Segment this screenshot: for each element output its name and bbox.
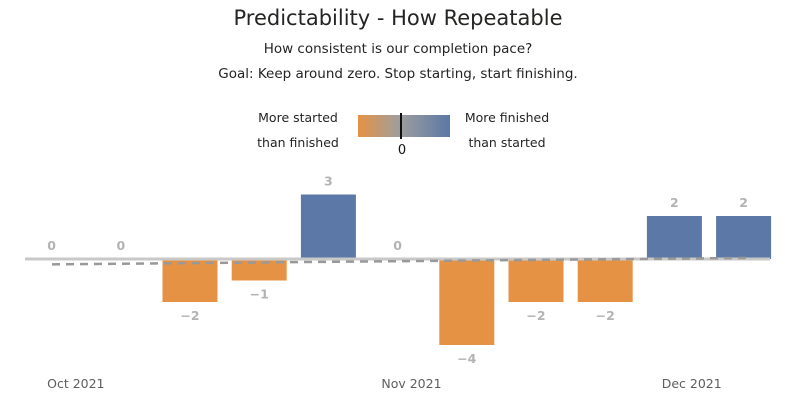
trend-line <box>51 256 753 266</box>
data-label: 0 <box>393 238 402 253</box>
legend-zero-label: 0 <box>397 143 407 158</box>
data-label: 0 <box>47 238 56 253</box>
x-tick-label: Dec 2021 <box>662 376 722 391</box>
bar <box>231 259 287 281</box>
legend-left-line1: More started <box>258 110 338 125</box>
legend-gradient-bar <box>358 115 450 137</box>
data-label: 3 <box>324 174 333 189</box>
data-label: 2 <box>739 195 748 210</box>
x-tick-label: Oct 2021 <box>47 376 104 391</box>
bar <box>716 216 772 259</box>
chart-title: Predictability - How Repeatable <box>233 6 563 30</box>
chart-subtitle: How consistent is our completion pace? <box>263 41 533 57</box>
data-label: −4 <box>457 351 476 366</box>
bar <box>162 259 218 302</box>
data-label: −2 <box>596 308 615 323</box>
legend-left-line2: than finished <box>257 135 339 150</box>
data-label: −2 <box>526 308 545 323</box>
x-tick-label: Nov 2021 <box>381 376 441 391</box>
legend-zero-marker <box>400 113 402 139</box>
legend-right-label: More finished than started <box>457 105 557 155</box>
legend-right-line1: More finished <box>464 110 550 125</box>
data-label: −2 <box>180 308 199 323</box>
chart-goal-text: Goal: Keep around zero. Stop starting, s… <box>218 66 578 82</box>
bar <box>439 259 495 345</box>
bar <box>300 194 356 259</box>
legend-left-label: More started than finished <box>248 105 348 155</box>
data-label: −1 <box>250 287 269 302</box>
data-label: 2 <box>670 195 679 210</box>
data-label: 0 <box>116 238 125 253</box>
bar <box>577 259 633 302</box>
legend-right-line2: than started <box>468 135 546 150</box>
bar <box>508 259 564 302</box>
bar <box>646 216 702 259</box>
